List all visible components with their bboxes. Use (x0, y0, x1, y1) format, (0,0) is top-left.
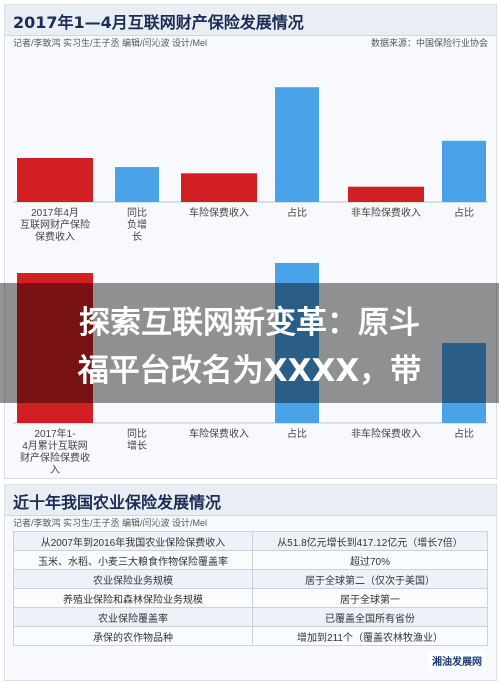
bar-0-5 (442, 140, 486, 202)
category-label-1-0: 财产保险保费收 (20, 451, 90, 464)
bar-0-2 (181, 173, 257, 202)
category-label-1-1: 同比 (127, 428, 147, 440)
category-label-0-0: 保费收入 (35, 230, 75, 243)
category-label-0-4: 非车险保费收入 (351, 206, 421, 219)
table-panel-bottom: 近十年我国农业保险发展情况 记者/李致鸿 实习生/王子丞 编辑/闫沁波 设计/M… (4, 484, 497, 681)
table-row: 承保的农作物品种 增加到211个（覆盖农林牧渔业） (13, 626, 488, 646)
chart-title: 2017年1—4月互联网财产保险发展情况 (13, 13, 304, 32)
category-label-1-1: 增长 (127, 439, 147, 452)
table-row: 农业保险业务规模 居于全球第二（仅次于美国） (13, 569, 488, 589)
category-label-1-0: 4月累计互联网 (22, 439, 88, 452)
row-label: 承保的农作物品种 (13, 626, 253, 646)
bar-0-3 (275, 87, 319, 202)
category-label-0-3: 占比 (287, 206, 307, 219)
category-label-0-1: 负增 (127, 218, 147, 231)
bar-1-3 (275, 262, 319, 423)
category-label-0-5: 占比 (454, 206, 474, 219)
row-value: 超过70% (252, 550, 488, 570)
row-value: 已覆盖全国所有省份 (252, 607, 488, 627)
category-label-0-0: 2017年4月 (31, 206, 79, 219)
row-label: 玉米、水稻、小麦三大粮食作物保险覆盖率 (13, 550, 253, 570)
chart-panel-top: 2017年1—4月互联网财产保险发展情况 记者/李致鸿 实习生/王子丞 编辑/闫… (4, 4, 497, 479)
agri-insurance-table: 从2007年到2016年我国农业保险保费收入 从51.8亿元增长到417.12亿元… (13, 531, 488, 646)
bar-0-1 (115, 167, 159, 202)
row-value: 居于全球第一 (252, 588, 488, 608)
table-row: 从2007年到2016年我国农业保险保费收入 从51.8亿元增长到417.12亿元… (13, 531, 488, 551)
row-value: 增加到211个（覆盖农林牧渔业） (252, 626, 488, 646)
headline-overlay: 探索互联网新变革：原斗 福平台改名为XXXX，带 (0, 283, 499, 403)
row-value: 居于全球第二（仅次于美国） (252, 569, 488, 589)
row-label: 农业保险覆盖率 (13, 607, 253, 627)
category-label-1-4: 非车险保费收入 (351, 427, 421, 440)
chart-header: 2017年1—4月互联网财产保险发展情况 (5, 5, 496, 36)
row-label: 从2007年到2016年我国农业保险保费收入 (13, 531, 253, 551)
bar-0-4 (348, 186, 424, 202)
category-label-0-1: 长 (132, 231, 142, 243)
table-header: 近十年我国农业保险发展情况 (5, 485, 496, 516)
category-label-1-0: 2017年1- (34, 427, 75, 440)
table-row: 养殖业保险和森林保险业务规模 居于全球第一 (13, 588, 488, 608)
bar-1-0 (17, 273, 93, 423)
bar-0-0 (17, 158, 93, 202)
table-title: 近十年我国农业保险发展情况 (13, 493, 222, 512)
source-text: 数据来源：中国保险行业协会 (370, 38, 488, 48)
watermark: 湘油发展网 (428, 651, 486, 670)
table-row: 玉米、水稻、小麦三大粮食作物保险覆盖率 超过70% (13, 550, 488, 570)
credits-text: 记者/李致鸿 实习生/王子丞 编辑/闫沁波 设计/Mel (13, 38, 208, 48)
category-label-0-0: 互联网财产保险 (20, 218, 90, 231)
row-label: 养殖业保险和森林保险业务规模 (13, 588, 253, 608)
table-row: 农业保险覆盖率 已覆盖全国所有省份 (13, 607, 488, 627)
headline-line-2: 福平台改名为XXXX，带 (77, 353, 422, 389)
row-label: 农业保险业务规模 (13, 569, 253, 589)
category-label-0-1: 同比 (127, 207, 147, 219)
bar-1-5 (442, 343, 486, 423)
category-label-1-3: 占比 (287, 427, 307, 440)
category-label-1-5: 占比 (454, 427, 474, 440)
row-value: 从51.8亿元增长到417.12亿元（增长7倍） (252, 531, 488, 551)
credits-text-bottom: 记者/李致鸿 实习生/王子丞 编辑/闫沁波 设计/Mel (13, 518, 208, 528)
category-label-1-0: 入 (50, 465, 60, 476)
headline-line-1: 探索互联网新变革：原斗 (79, 305, 420, 341)
category-label-1-2: 车险保费收入 (189, 427, 249, 440)
category-label-0-2: 车险保费收入 (189, 206, 249, 219)
